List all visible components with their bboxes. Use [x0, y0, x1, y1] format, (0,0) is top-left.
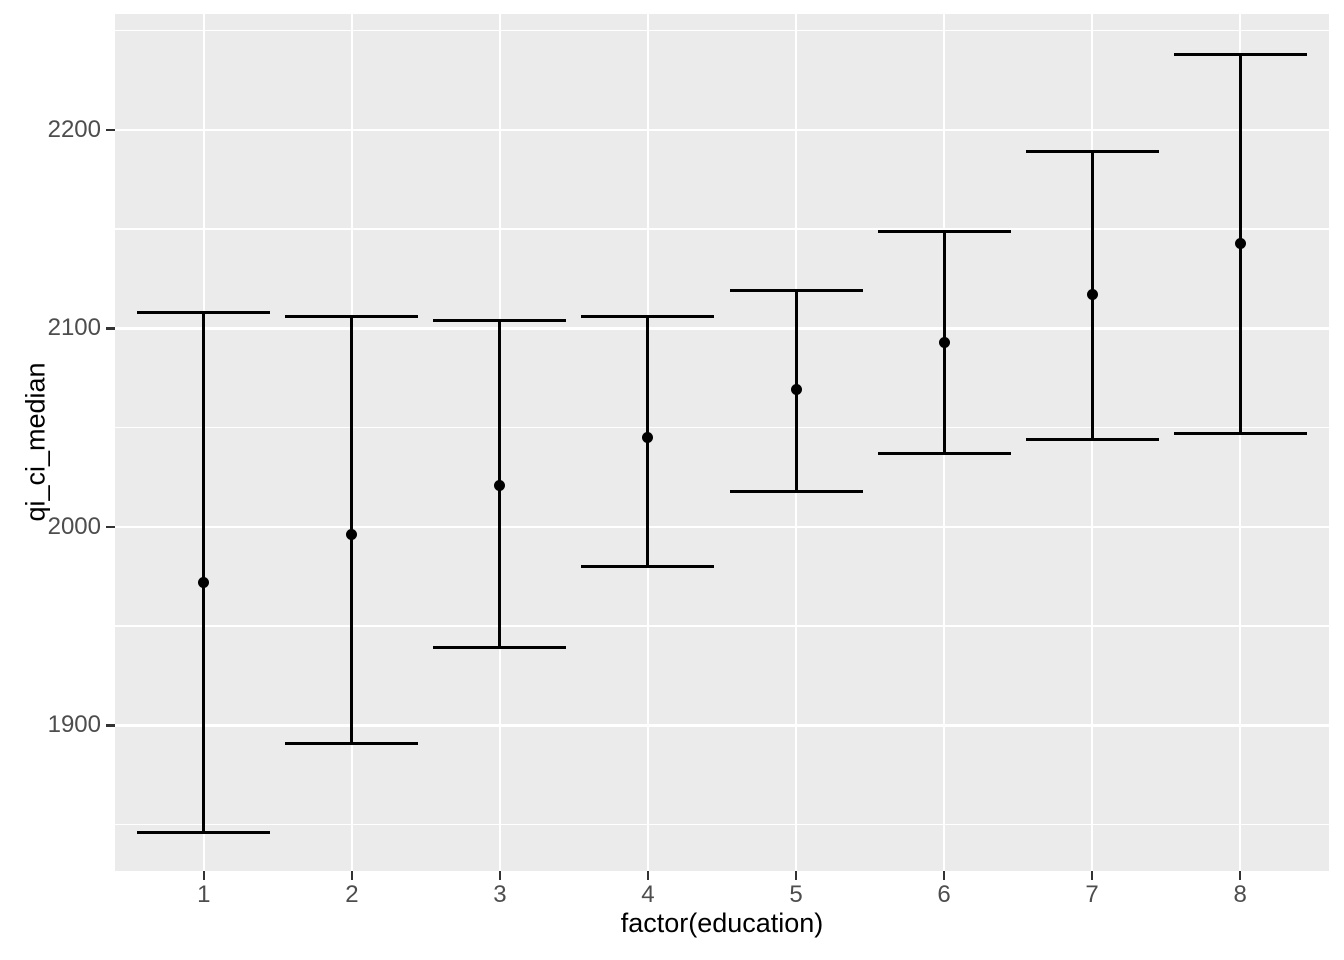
point-median: [642, 432, 654, 444]
y-tick-label: 2100: [47, 314, 101, 342]
x-tick-label: 2: [345, 881, 359, 908]
errorbar-cap-lower: [581, 565, 715, 569]
x-tick-label: 3: [493, 881, 507, 908]
errorbar-cap-upper: [1173, 52, 1307, 56]
gridline-minor-y: [115, 228, 1329, 230]
point-median: [346, 529, 358, 541]
errorbar-cap-upper: [1025, 150, 1159, 154]
y-tick-mark: [106, 724, 115, 727]
errorbar-cap-upper: [433, 318, 567, 322]
x-tick-label: 5: [789, 881, 803, 908]
errorbar-cap-lower: [433, 646, 567, 650]
errorbar-cap-lower: [285, 741, 419, 745]
gridline-major-y: [115, 525, 1329, 529]
gridline-minor-y: [115, 426, 1329, 429]
plot-panel: [115, 14, 1329, 871]
point-median: [198, 576, 210, 588]
x-tick-mark: [942, 871, 946, 880]
point-median: [1086, 289, 1098, 301]
errorbar-cap-lower: [137, 830, 271, 834]
errorbar-line: [202, 312, 206, 833]
x-tick-mark: [1238, 871, 1242, 880]
y-axis-title: qi_ci_median: [20, 362, 51, 522]
y-tick-label: 1900: [47, 711, 101, 739]
x-tick-mark: [646, 871, 650, 880]
y-tick-label: 2200: [47, 115, 101, 143]
x-tick-mark: [498, 871, 502, 880]
gridline-minor-y: [115, 625, 1329, 627]
x-tick-label: 4: [641, 881, 655, 908]
gridline-major-x: [1090, 14, 1094, 871]
point-median: [1234, 237, 1246, 249]
x-tick-label: 6: [937, 881, 951, 908]
errorbar-cap-upper: [581, 314, 715, 318]
errorbar-cap-upper: [137, 311, 271, 314]
errorbar-cap-lower: [877, 451, 1011, 455]
x-tick-label: 1: [197, 881, 211, 908]
gridline-minor-y: [115, 823, 1329, 826]
x-tick-mark: [202, 871, 206, 880]
gridline-minor-y: [115, 29, 1329, 32]
x-tick-mark: [1090, 871, 1094, 880]
errorbar-cap-lower: [1173, 432, 1307, 436]
x-tick-label: 8: [1233, 881, 1247, 908]
errorbar-cap-lower: [1025, 438, 1159, 442]
gridline-major-y: [115, 327, 1329, 330]
errorbar-cap-lower: [729, 489, 863, 493]
y-tick-mark: [106, 128, 115, 132]
x-tick-label: 7: [1085, 881, 1099, 908]
point-median: [494, 479, 506, 491]
point-median: [938, 336, 950, 348]
x-axis-title: factor(education): [620, 908, 824, 938]
errorbar-cap-upper: [877, 229, 1011, 233]
point-median: [790, 384, 802, 396]
gridline-major-x: [1238, 14, 1242, 871]
errorbar-cap-upper: [285, 314, 419, 318]
y-tick-mark: [106, 327, 115, 330]
y-tick-mark: [106, 525, 115, 529]
errorbar-cap-upper: [729, 289, 863, 293]
gridline-major-y: [115, 128, 1329, 132]
gridline-major-y: [115, 724, 1329, 727]
y-tick-label: 2000: [47, 512, 101, 540]
x-tick-mark: [350, 871, 354, 880]
x-tick-mark: [794, 871, 798, 880]
